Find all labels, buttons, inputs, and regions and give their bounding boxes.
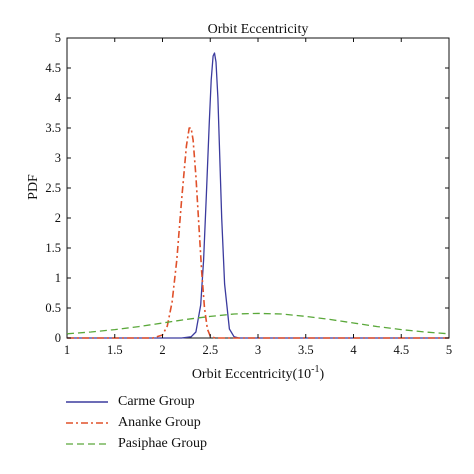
x-tick-label: 1 — [64, 343, 70, 357]
x-tick-label: 2.5 — [202, 343, 218, 357]
x-tick-label: 4.5 — [393, 343, 409, 357]
legend-item-ananke: Ananke Group — [66, 413, 207, 432]
y-tick-label: 2.5 — [45, 181, 61, 195]
y-tick-label: 0 — [55, 331, 61, 345]
series-line-carme — [67, 52, 449, 339]
y-tick-label: 3 — [55, 151, 61, 165]
legend-swatch-carme — [66, 400, 108, 403]
x-tick-label: 1.5 — [107, 343, 123, 357]
legend-swatch-pasiphae — [66, 442, 108, 445]
y-axis-title: PDF — [26, 174, 41, 200]
legend-label-carme: Carme Group — [118, 393, 195, 409]
legend-item-carme: Carme Group — [66, 392, 207, 411]
legend-label-ananke: Ananke Group — [118, 414, 201, 430]
y-tick-label: 1.5 — [45, 241, 61, 255]
legend: Carme Group Ananke Group Pasiphae Group — [66, 392, 207, 455]
x-tick-label: 3 — [255, 343, 261, 357]
series-layer — [66, 52, 450, 339]
y-tick-label: 4.5 — [45, 61, 61, 75]
series-line-ananke — [67, 127, 449, 339]
x-tick-label: 5 — [446, 343, 452, 357]
y-tick-label: 0.5 — [45, 301, 61, 315]
y-tick-label: 1 — [55, 271, 61, 285]
plot-area — [66, 37, 450, 339]
x-tick-label: 3.5 — [298, 343, 314, 357]
y-tick-label: 2 — [55, 211, 61, 225]
y-axis: 0 0.5 1 1.5 2 2.5 3 3.5 4 4.5 5 — [45, 31, 449, 345]
x-tick-label: 4 — [350, 343, 357, 357]
chart-title: Orbit Eccentricity — [208, 22, 309, 37]
legend-label-pasiphae: Pasiphae Group — [118, 435, 208, 451]
y-tick-label: 4 — [55, 91, 62, 105]
series-line-pasiphae — [66, 312, 450, 335]
y-tick-label: 5 — [55, 31, 61, 45]
legend-swatch-ananke — [66, 421, 108, 424]
x-axis: 1 1.5 2 2.5 3 3.5 4 4.5 5 — [64, 38, 452, 357]
y-tick-label: 3.5 — [45, 121, 61, 135]
legend-item-pasiphae: Pasiphae Group — [66, 434, 207, 453]
x-tick-label: 2 — [159, 343, 165, 357]
pdf-chart: Orbit Eccentricity 1 1.5 2 2.5 3 3.5 4 4.5 5 0 0.… — [26, 22, 452, 382]
x-axis-title: Orbit Eccentricity(10-1) — [192, 364, 325, 382]
